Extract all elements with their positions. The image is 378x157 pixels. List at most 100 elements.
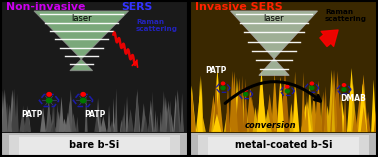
Polygon shape [374, 103, 378, 132]
Text: Non-invasive: Non-invasive [6, 2, 89, 12]
Polygon shape [314, 81, 322, 132]
Polygon shape [258, 104, 263, 132]
Polygon shape [51, 122, 56, 132]
Polygon shape [305, 96, 309, 132]
Text: laser: laser [71, 14, 91, 23]
Polygon shape [324, 106, 331, 132]
Polygon shape [68, 90, 74, 132]
Polygon shape [15, 116, 18, 132]
Circle shape [46, 98, 52, 103]
Polygon shape [169, 101, 172, 132]
Circle shape [221, 86, 225, 90]
Polygon shape [149, 116, 155, 132]
Polygon shape [160, 111, 162, 132]
Circle shape [244, 92, 248, 96]
Bar [198, 135, 369, 156]
Polygon shape [197, 109, 206, 132]
Polygon shape [284, 115, 288, 132]
Polygon shape [301, 104, 310, 132]
Polygon shape [240, 75, 244, 132]
Polygon shape [235, 78, 243, 132]
Polygon shape [355, 95, 364, 132]
Bar [208, 137, 359, 155]
Polygon shape [316, 103, 320, 132]
Polygon shape [249, 99, 256, 132]
Polygon shape [375, 105, 378, 132]
Polygon shape [271, 73, 278, 132]
Polygon shape [324, 86, 327, 132]
Bar [0, 133, 189, 157]
Polygon shape [180, 93, 184, 132]
Polygon shape [332, 85, 335, 132]
Polygon shape [125, 96, 129, 132]
Polygon shape [148, 100, 153, 132]
Polygon shape [245, 107, 249, 132]
Polygon shape [175, 89, 181, 132]
Polygon shape [98, 108, 100, 132]
Polygon shape [254, 108, 261, 132]
Polygon shape [301, 72, 305, 132]
Polygon shape [120, 119, 123, 132]
Polygon shape [4, 100, 8, 132]
Polygon shape [279, 90, 283, 132]
Polygon shape [321, 95, 324, 132]
Polygon shape [0, 117, 3, 132]
Polygon shape [170, 114, 174, 132]
Polygon shape [2, 89, 8, 132]
Polygon shape [1, 90, 5, 132]
Polygon shape [113, 98, 115, 132]
Polygon shape [166, 101, 172, 132]
Polygon shape [375, 78, 378, 132]
Polygon shape [330, 70, 338, 132]
Polygon shape [356, 104, 365, 132]
Polygon shape [143, 115, 148, 132]
Polygon shape [212, 103, 221, 132]
Polygon shape [237, 108, 244, 132]
Polygon shape [336, 115, 341, 132]
Polygon shape [175, 92, 180, 132]
Polygon shape [96, 98, 100, 132]
Polygon shape [115, 88, 118, 132]
Polygon shape [19, 111, 26, 132]
Circle shape [342, 84, 345, 86]
Polygon shape [0, 94, 4, 132]
Polygon shape [352, 110, 358, 132]
Polygon shape [366, 112, 370, 132]
Polygon shape [161, 101, 165, 132]
Polygon shape [94, 115, 99, 132]
Text: PATP: PATP [84, 110, 105, 119]
Polygon shape [209, 95, 218, 132]
Circle shape [310, 82, 313, 85]
Polygon shape [288, 104, 294, 132]
Polygon shape [85, 95, 88, 132]
Polygon shape [121, 115, 126, 132]
Circle shape [286, 85, 289, 88]
Circle shape [285, 89, 289, 93]
Polygon shape [127, 109, 134, 132]
Polygon shape [34, 11, 129, 71]
Text: conversion: conversion [245, 121, 296, 130]
Polygon shape [166, 106, 169, 132]
Polygon shape [337, 99, 346, 132]
Polygon shape [358, 84, 367, 132]
Polygon shape [362, 105, 366, 132]
Polygon shape [154, 110, 157, 132]
Polygon shape [241, 93, 245, 132]
Polygon shape [180, 114, 184, 132]
Polygon shape [156, 115, 159, 132]
Polygon shape [371, 80, 376, 132]
Polygon shape [107, 121, 112, 132]
Polygon shape [347, 68, 356, 132]
Polygon shape [224, 111, 231, 132]
Polygon shape [0, 105, 3, 132]
Polygon shape [134, 92, 140, 132]
Polygon shape [229, 71, 235, 132]
Polygon shape [148, 113, 152, 132]
Polygon shape [61, 119, 68, 132]
Polygon shape [141, 103, 147, 132]
Text: metal-coated b-Si: metal-coated b-Si [235, 140, 332, 150]
Polygon shape [113, 122, 116, 132]
Text: bare b-Si: bare b-Si [70, 140, 119, 150]
Text: PATP: PATP [205, 66, 226, 75]
Polygon shape [213, 114, 221, 132]
